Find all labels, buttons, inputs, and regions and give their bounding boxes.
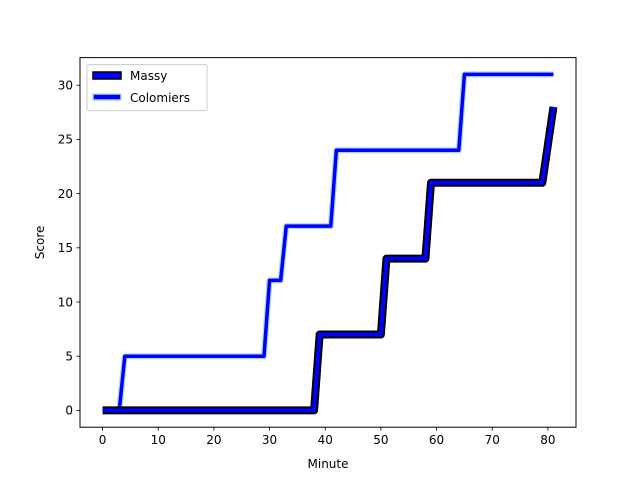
x-tick-label: 0: [99, 433, 107, 447]
x-tick-label: 50: [373, 433, 388, 447]
y-axis-label: Score: [33, 226, 47, 260]
y-tick-label: 0: [65, 404, 73, 418]
x-axis-label: Minute: [308, 457, 349, 471]
x-tick-label: 10: [151, 433, 166, 447]
legend-label-colomiers: Colomiers: [130, 91, 190, 105]
x-tick-label: 70: [485, 433, 500, 447]
series-line-massy: [102, 106, 556, 413]
series-outline-massy: [102, 106, 558, 415]
series-line-colomiers: [102, 72, 554, 413]
y-tick-label: 10: [58, 295, 73, 309]
plot-frame: [79, 57, 577, 428]
legend: Massy Colomiers: [86, 64, 208, 112]
x-axis: 0 10 20 30 40 50 60 70 80: [99, 427, 556, 447]
x-tick-label: 20: [206, 433, 221, 447]
y-tick-label: 15: [58, 241, 73, 255]
legend-swatch-massy: [92, 71, 122, 80]
y-tick-label: 20: [58, 187, 73, 201]
series-outline-colomiers: [102, 71, 554, 414]
y-tick-label: 30: [58, 79, 73, 93]
y-axis: 0 5 10 15 20 25 30: [58, 79, 80, 418]
y-tick-label: 25: [58, 133, 73, 147]
legend-label-massy: Massy: [130, 69, 167, 83]
legend-swatch-colomiers: [92, 93, 122, 101]
x-tick-label: 80: [540, 433, 555, 447]
series-lines: [102, 71, 558, 415]
y-tick-label: 5: [65, 350, 73, 364]
x-tick-label: 30: [262, 433, 277, 447]
x-tick-label: 40: [318, 433, 333, 447]
x-tick-label: 60: [429, 433, 444, 447]
